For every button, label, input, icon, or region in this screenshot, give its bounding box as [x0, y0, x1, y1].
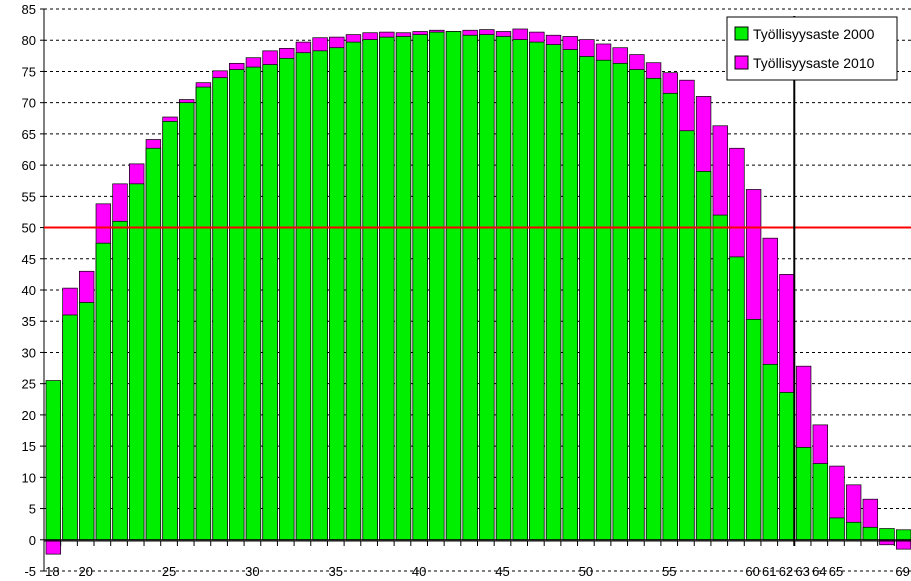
bar-2000	[712, 214, 728, 541]
y-tick-label: 70	[22, 96, 36, 111]
y-tick-label: 55	[22, 189, 36, 204]
bar-2000	[545, 44, 562, 541]
legend-label-2000: Työllisyysaste 2000	[753, 26, 875, 42]
bar-2000	[279, 57, 295, 541]
y-tick-label: 60	[22, 158, 36, 173]
bar-2000	[862, 526, 879, 541]
y-tick-label: 15	[22, 439, 36, 454]
bar-2000	[179, 102, 195, 541]
bar-2000	[162, 121, 178, 541]
bar-2000	[529, 41, 545, 541]
x-tick-label: 69	[895, 564, 909, 579]
bar-2000	[629, 69, 645, 541]
bar-2000	[78, 302, 95, 541]
bar-2000	[845, 521, 862, 541]
bar-series	[45, 28, 911, 555]
bar-2000	[195, 86, 212, 541]
bar-2000	[62, 314, 78, 541]
bar-2000	[429, 31, 445, 541]
y-tick-label: 50	[22, 221, 36, 236]
bar-2000	[679, 130, 695, 541]
bar-2000	[512, 39, 528, 541]
y-tick-label: 75	[22, 64, 36, 79]
bar-2000	[579, 56, 595, 541]
bar-2000	[312, 50, 328, 541]
x-tick-label: 45	[495, 564, 509, 579]
bar-2000	[445, 31, 462, 541]
legend-label-2010: Työllisyysaste 2010	[753, 55, 875, 71]
bar-2000	[412, 34, 428, 541]
legend-box	[726, 16, 898, 81]
bar-2000	[129, 183, 145, 541]
y-tick-label: 20	[22, 408, 36, 423]
x-tick-label: 65	[829, 564, 843, 579]
axes	[40, 8, 911, 572]
x-tick-label: 50	[579, 564, 593, 579]
bar-2000	[612, 62, 628, 541]
bar-2000	[245, 66, 262, 541]
y-tick-label: 35	[22, 314, 36, 329]
bar-2000	[462, 34, 478, 541]
bar-2000	[329, 47, 345, 541]
x-tick-label: 35	[329, 564, 343, 579]
bar-2000	[879, 528, 895, 541]
bar-2000	[145, 147, 162, 541]
bar-2000	[829, 517, 845, 541]
legend-swatch-2010	[734, 55, 749, 70]
x-tick-label: 60	[745, 564, 759, 579]
bar-2000	[112, 220, 128, 541]
x-tick-label: 55	[662, 564, 676, 579]
bar-2000	[795, 447, 812, 541]
x-tick-label: 30	[245, 564, 259, 579]
bar-2000	[379, 36, 395, 541]
y-tick-label: 10	[22, 470, 36, 485]
y-tick-label: 40	[22, 283, 36, 298]
bar-2000	[95, 242, 112, 541]
y-tick-label: -5	[24, 564, 36, 579]
bar-2000	[295, 52, 312, 541]
legend-swatch-2000	[734, 26, 749, 41]
bar-2000	[395, 36, 412, 541]
y-tick-label: 25	[22, 377, 36, 392]
bar-2000	[362, 39, 378, 541]
y-tick-label: 85	[22, 2, 36, 17]
bar-2000	[662, 92, 678, 541]
bar-2000	[479, 34, 495, 541]
x-tick-label: 62	[779, 564, 793, 579]
bar-2000	[895, 529, 911, 541]
bar-2000	[495, 36, 512, 541]
x-tick-label: 18	[45, 564, 59, 579]
bar-2000	[212, 77, 228, 541]
x-tick-label: 20	[78, 564, 92, 579]
x-tick-labels: 18 20 25 30 35 40 45 50 55 60 61 62 63 64 65 69	[45, 564, 910, 579]
x-tick-label: 64	[812, 564, 826, 579]
bar-2000	[729, 256, 745, 541]
bar-2000	[595, 59, 612, 541]
y-tick-label: 5	[29, 502, 36, 517]
legend: Työllisyysaste 2000 Työllisyysaste 2010	[726, 16, 898, 81]
x-tick-label: 61	[762, 564, 776, 579]
reference-lines	[44, 16, 911, 546]
y-tick-labels: -5 0 5 10 15 20 25 30 35 40 45 50 55 60 65 70 75 80 85	[22, 2, 36, 579]
bar-2000	[345, 41, 362, 541]
x-tick-label: 25	[162, 564, 176, 579]
bar-2000	[262, 64, 278, 541]
y-tick-label: 0	[29, 533, 36, 548]
x-tick-label: 63	[795, 564, 809, 579]
x-tick-label: 40	[412, 564, 426, 579]
bar-2000	[645, 77, 662, 541]
bar-2000	[562, 49, 578, 541]
bar-2000	[812, 463, 828, 541]
y-tick-label: 30	[22, 345, 36, 360]
y-tick-label: 80	[22, 33, 36, 48]
y-tick-label: 45	[22, 252, 36, 267]
y-tick-label: 65	[22, 127, 36, 142]
bar-2000	[45, 380, 62, 541]
bar-2000	[745, 318, 762, 541]
bar-2000	[779, 392, 795, 541]
bar-2010	[45, 539, 62, 555]
bar-2000	[229, 69, 245, 541]
bar-2000	[762, 363, 778, 541]
